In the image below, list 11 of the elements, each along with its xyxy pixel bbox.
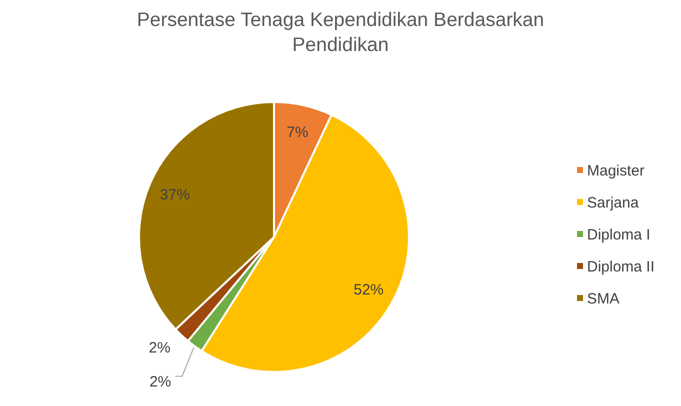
data-label: 2%	[148, 339, 170, 356]
legend-label: Magister	[587, 162, 645, 180]
data-label: 7%	[286, 124, 308, 141]
data-label: 2%	[149, 373, 172, 390]
legend-label: Sarjana	[587, 194, 640, 212]
data-label: 52%	[354, 281, 384, 298]
legend-label: Diploma II	[587, 258, 655, 276]
chart-title: Persentase Tenaga Kependidikan Berdasarkan Pendidikan	[136, 9, 544, 56]
legend-label: Diploma I	[587, 226, 650, 244]
legend-label: SMA	[587, 290, 620, 308]
data-label: 37%	[160, 186, 190, 204]
